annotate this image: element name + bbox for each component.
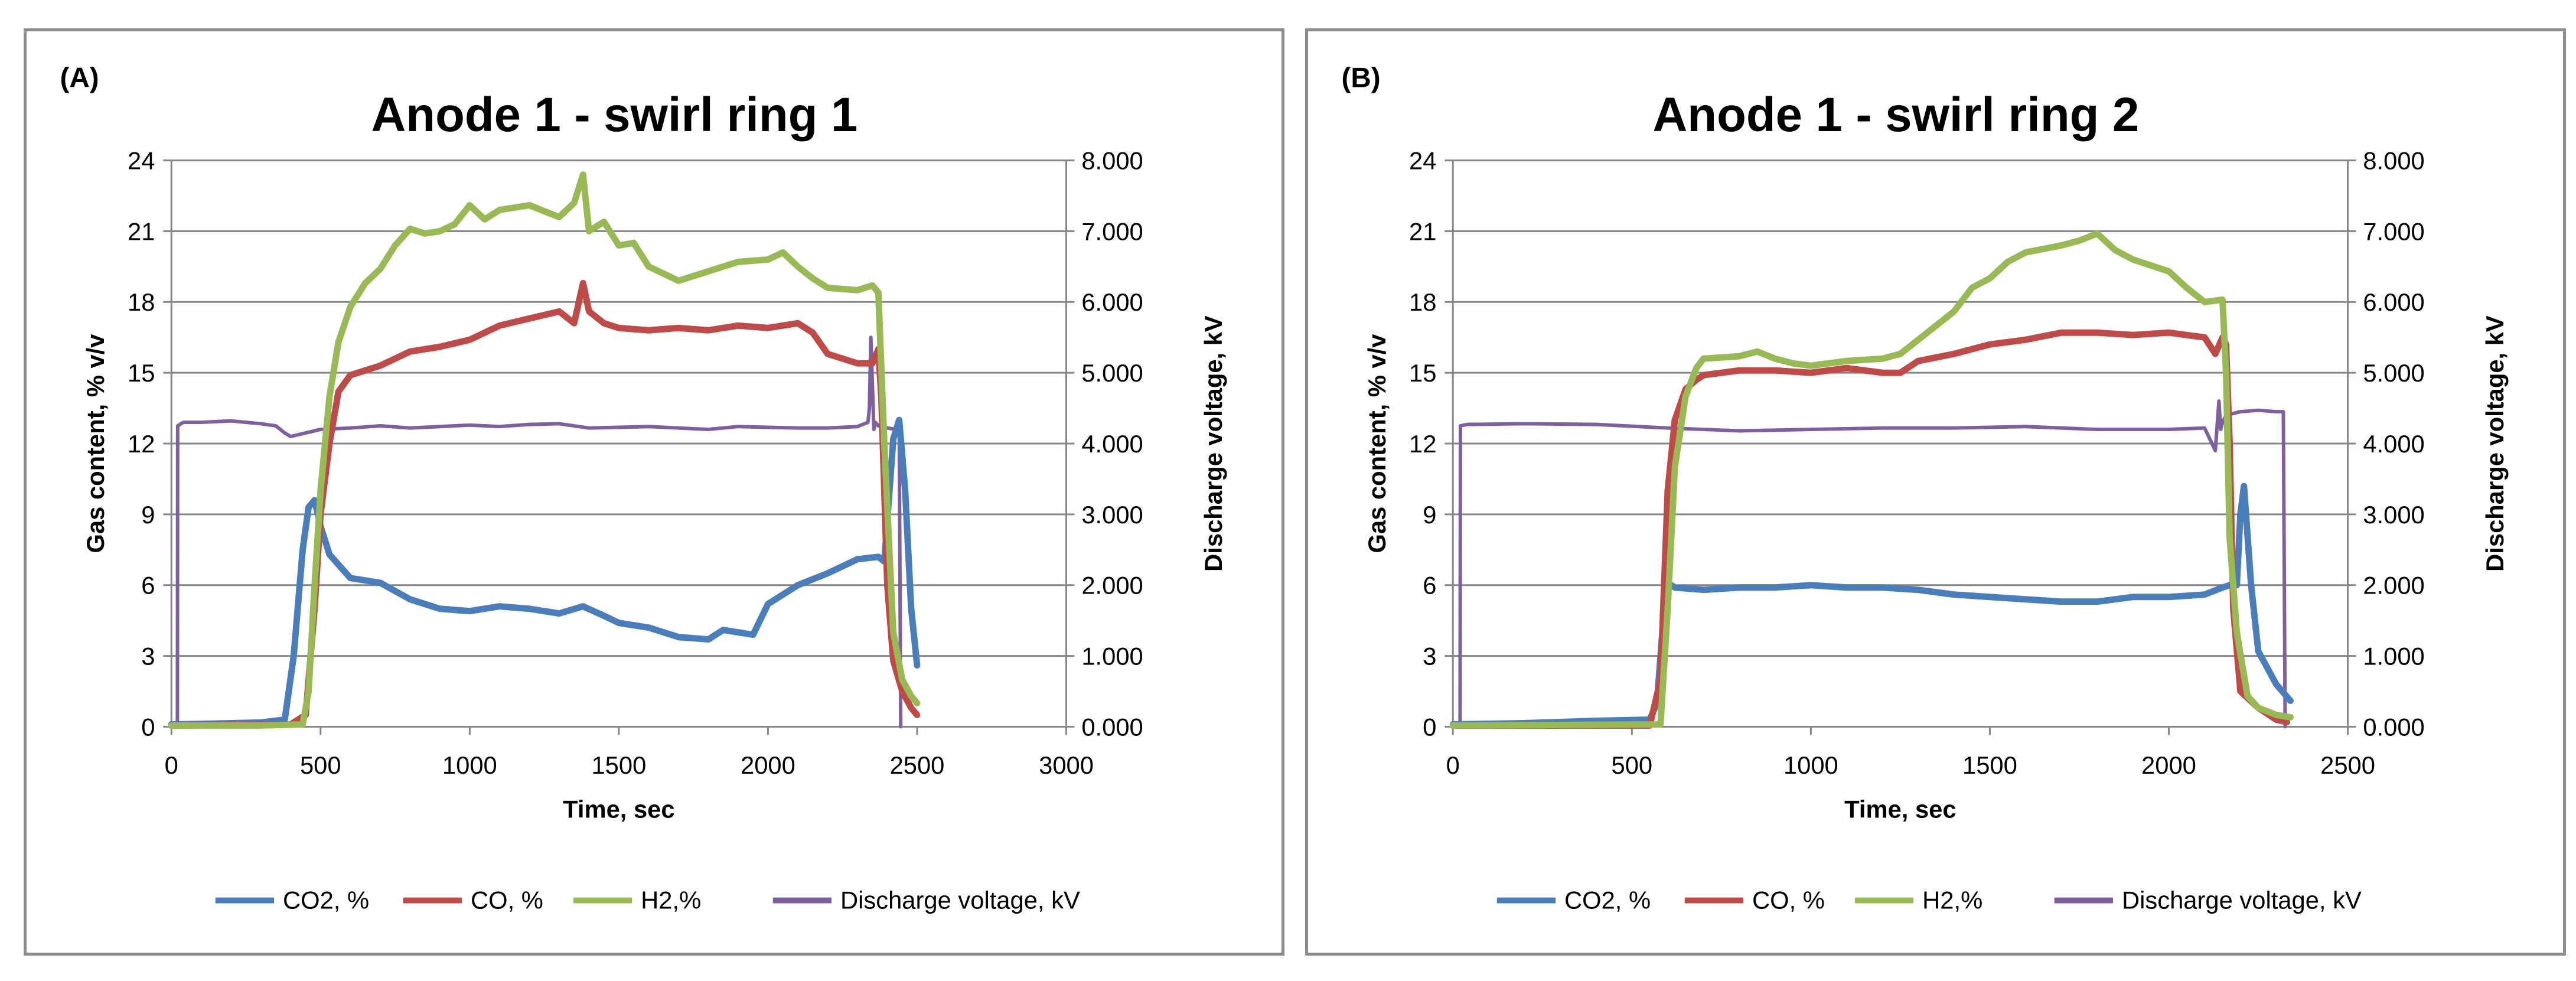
series-line-co2	[168, 416, 921, 728]
legend-label: H2,%	[1922, 886, 1982, 914]
legend-label: Discharge voltage, kV	[840, 886, 1080, 914]
legend-label: CO, %	[471, 886, 543, 914]
legend-label: CO, %	[1752, 886, 1825, 914]
y-tick-label: 9	[1423, 501, 1436, 529]
y2-tick-label: 0.000	[1081, 713, 1143, 741]
y-tick-label: 18	[128, 288, 155, 316]
y-axis-title: Gas content, % v/v	[1363, 334, 1391, 553]
y2-tick-label: 1.000	[2363, 642, 2424, 670]
y-tick-label: 12	[1409, 430, 1436, 458]
legend-label: H2,%	[641, 886, 701, 914]
x-tick-label: 500	[1611, 751, 1652, 779]
x-tick-label: 0	[165, 751, 178, 779]
y-tick-label: 24	[1409, 147, 1436, 175]
panel-label: (B)	[1341, 62, 1380, 93]
y2-tick-label: 4.000	[1081, 430, 1143, 458]
y2-tick-label: 6.000	[1081, 288, 1143, 316]
y2-axis-title: Discharge voltage, kV	[2481, 315, 2509, 572]
y2-tick-label: 3.000	[1081, 501, 1143, 529]
y2-tick-label: 8.000	[1081, 147, 1143, 175]
x-tick-label: 0	[1446, 751, 1460, 779]
legend-label: Discharge voltage, kV	[2122, 886, 2362, 914]
chart-title: Anode 1 - swirl ring 1	[371, 88, 857, 142]
y-tick-label: 21	[1409, 217, 1436, 245]
legend-label: CO2, %	[283, 886, 369, 914]
y2-tick-label: 6.000	[2363, 288, 2424, 316]
y2-tick-label: 7.000	[1081, 217, 1143, 245]
y-axis-title: Gas content, % v/v	[81, 334, 109, 553]
y2-tick-label: 3.000	[2363, 501, 2424, 529]
y-tick-label: 21	[128, 217, 155, 245]
x-axis-title: Time, sec	[563, 795, 674, 823]
x-tick-label: 2000	[741, 751, 795, 779]
y-tick-label: 12	[128, 430, 155, 458]
x-tick-label: 500	[300, 751, 341, 779]
y2-tick-label: 5.000	[1081, 359, 1143, 387]
panel-label: (A)	[60, 62, 99, 93]
chart-title: Anode 1 - swirl ring 2	[1652, 88, 2139, 142]
series-line-h2	[168, 171, 921, 729]
legend-label: CO2, %	[1564, 886, 1651, 914]
x-tick-label: 2500	[890, 751, 945, 779]
y2-tick-label: 8.000	[2363, 147, 2424, 175]
y2-tick-label: 2.000	[2363, 572, 2424, 599]
y2-tick-label: 7.000	[2363, 217, 2424, 245]
y-tick-label: 15	[128, 359, 155, 387]
series-line-co2	[1449, 483, 2294, 728]
y-tick-label: 15	[1409, 359, 1436, 387]
y2-axis-title: Discharge voltage, kV	[1199, 315, 1227, 572]
y-tick-label: 24	[128, 147, 155, 175]
x-tick-label: 1500	[1962, 751, 2017, 779]
x-tick-label: 1000	[1783, 751, 1838, 779]
y2-tick-label: 0.000	[2363, 713, 2424, 741]
y2-tick-label: 4.000	[2363, 430, 2424, 458]
series-line-discharge-voltage-kv	[1451, 399, 2287, 729]
y-tick-label: 0	[1423, 713, 1436, 741]
chart-panel-a: (A) Anode 1 - swirl ring 1 0 3 6 9 12 15 18 21 24 0…	[24, 28, 1284, 956]
y-tick-label: 0	[141, 713, 155, 741]
series-line-h2	[1449, 230, 2294, 729]
series-line-discharge-voltage-kv	[169, 335, 903, 729]
x-tick-label: 2000	[2141, 751, 2196, 779]
series-line-co	[1449, 329, 2290, 729]
y2-tick-label: 5.000	[2363, 359, 2424, 387]
y2-tick-label: 1.000	[1081, 642, 1143, 670]
y-tick-label: 6	[141, 572, 155, 599]
y-tick-label: 6	[1423, 572, 1436, 599]
x-axis-title: Time, sec	[1844, 795, 1956, 823]
x-tick-label: 3000	[1039, 751, 1094, 779]
y-tick-label: 9	[141, 501, 155, 529]
x-tick-label: 2500	[2320, 751, 2375, 779]
y2-tick-label: 2.000	[1081, 572, 1143, 599]
x-tick-label: 1500	[591, 751, 646, 779]
y-tick-label: 3	[1423, 642, 1436, 670]
y-tick-label: 18	[1409, 288, 1436, 316]
chart-svg-b: (B) Anode 1 - swirl ring 2 0 3 6 9 12 15 18 21 24 0…	[1341, 62, 2509, 914]
chart-panel-b: (B) Anode 1 - swirl ring 2 0 3 6 9 12 15 18 21 24 0…	[1305, 28, 2566, 956]
series-line-co	[168, 279, 921, 729]
y-tick-label: 3	[141, 642, 155, 670]
x-tick-label: 1000	[442, 751, 497, 779]
chart-svg-a: (A) Anode 1 - swirl ring 1 0 3 6 9 12 15 18 21 24 0…	[60, 62, 1227, 914]
